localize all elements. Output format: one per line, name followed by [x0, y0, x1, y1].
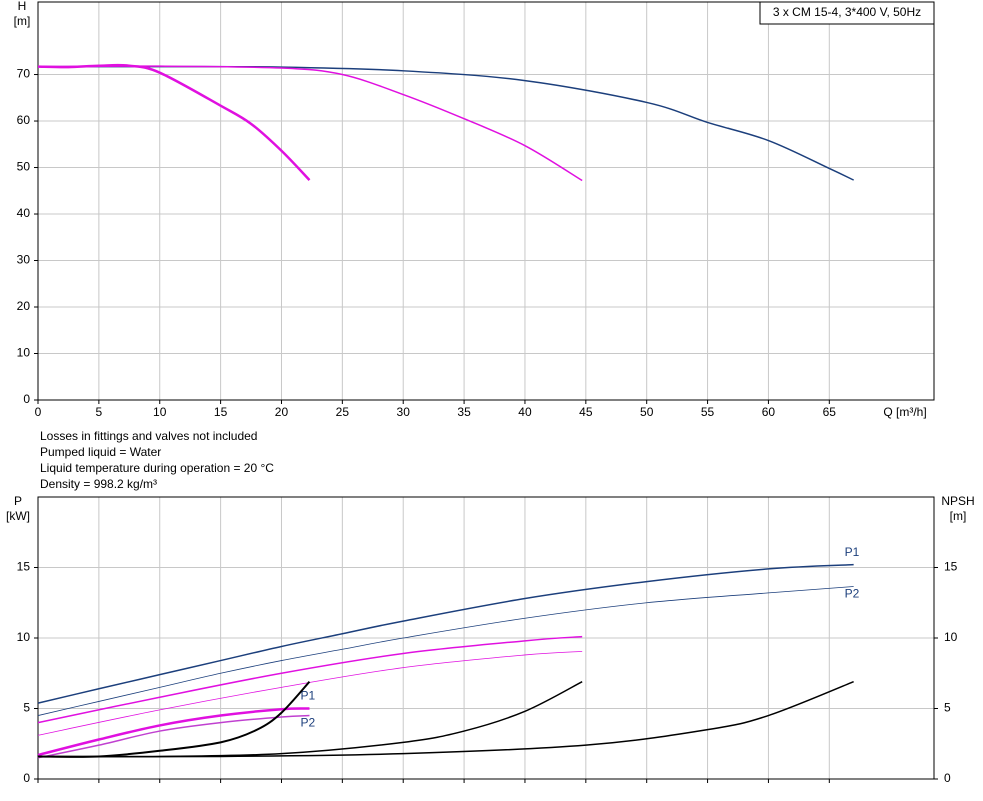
x-tick-label: 30	[397, 405, 411, 419]
x-tick-label: 35	[457, 405, 471, 419]
y-tick-label: 70	[17, 67, 31, 81]
x-tick-label: 20	[275, 405, 289, 419]
x-tick-label: 55	[701, 405, 715, 419]
curve	[37, 63, 311, 181]
curve-label: P2	[300, 716, 315, 730]
curve	[37, 586, 854, 716]
x-tick-label: 60	[762, 405, 776, 419]
x-tick-label: 0	[35, 405, 42, 419]
x-tick-label: 40	[518, 405, 532, 419]
y-tick-label: 50	[17, 160, 31, 174]
curve	[37, 650, 583, 736]
curve	[37, 65, 583, 182]
y-tick-label: 0	[23, 771, 30, 785]
y2-tick-label: 0	[944, 771, 951, 785]
y-tick-label: 0	[23, 392, 30, 406]
curve-label: P1	[300, 689, 315, 703]
y-tick-label: 5	[23, 701, 30, 715]
curve-label: P1	[845, 545, 860, 559]
note: Density = 998.2 kg/m³	[40, 477, 157, 491]
x-tick-label: 25	[336, 405, 350, 419]
y-axis-label: [kW]	[6, 509, 30, 523]
x-axis-label: Q [m³/h]	[883, 405, 926, 419]
y2-axis-label: NPSH	[941, 494, 974, 508]
y-tick-label: 20	[17, 299, 31, 313]
y2-tick-label: 10	[944, 630, 958, 644]
y-tick-label: 10	[17, 346, 31, 360]
curve	[37, 714, 310, 759]
y2-tick-label: 5	[944, 701, 951, 715]
y-axis-label: P	[14, 494, 22, 508]
y2-tick-label: 15	[944, 560, 958, 574]
note: Losses in fittings and valves not includ…	[40, 429, 257, 443]
y-tick-label: 10	[17, 630, 31, 644]
x-tick-label: 10	[153, 405, 167, 419]
note: Liquid temperature during operation = 20…	[40, 461, 274, 475]
y-tick-label: 30	[17, 253, 31, 267]
curve	[37, 681, 854, 758]
title-box	[759, 1, 935, 25]
y-tick-label: 15	[17, 560, 31, 574]
curve	[37, 635, 583, 724]
x-tick-label: 65	[823, 405, 837, 419]
y-axis-label: H	[18, 0, 27, 13]
chart-title: 3 x CM 15-4, 3*400 V, 50Hz	[773, 5, 921, 19]
x-tick-label: 5	[96, 405, 103, 419]
plot-frame	[37, 496, 935, 780]
y2-axis-label: [m]	[950, 509, 967, 523]
note: Pumped liquid = Water	[40, 445, 161, 459]
x-tick-label: 50	[640, 405, 654, 419]
y-tick-label: 60	[17, 113, 31, 127]
y-tick-label: 40	[17, 206, 31, 220]
curve-label: P2	[845, 587, 860, 601]
plot-frame	[37, 1, 935, 401]
curve	[37, 563, 854, 704]
x-tick-label: 15	[214, 405, 228, 419]
x-tick-label: 45	[579, 405, 593, 419]
y-axis-label: [m]	[14, 14, 31, 28]
